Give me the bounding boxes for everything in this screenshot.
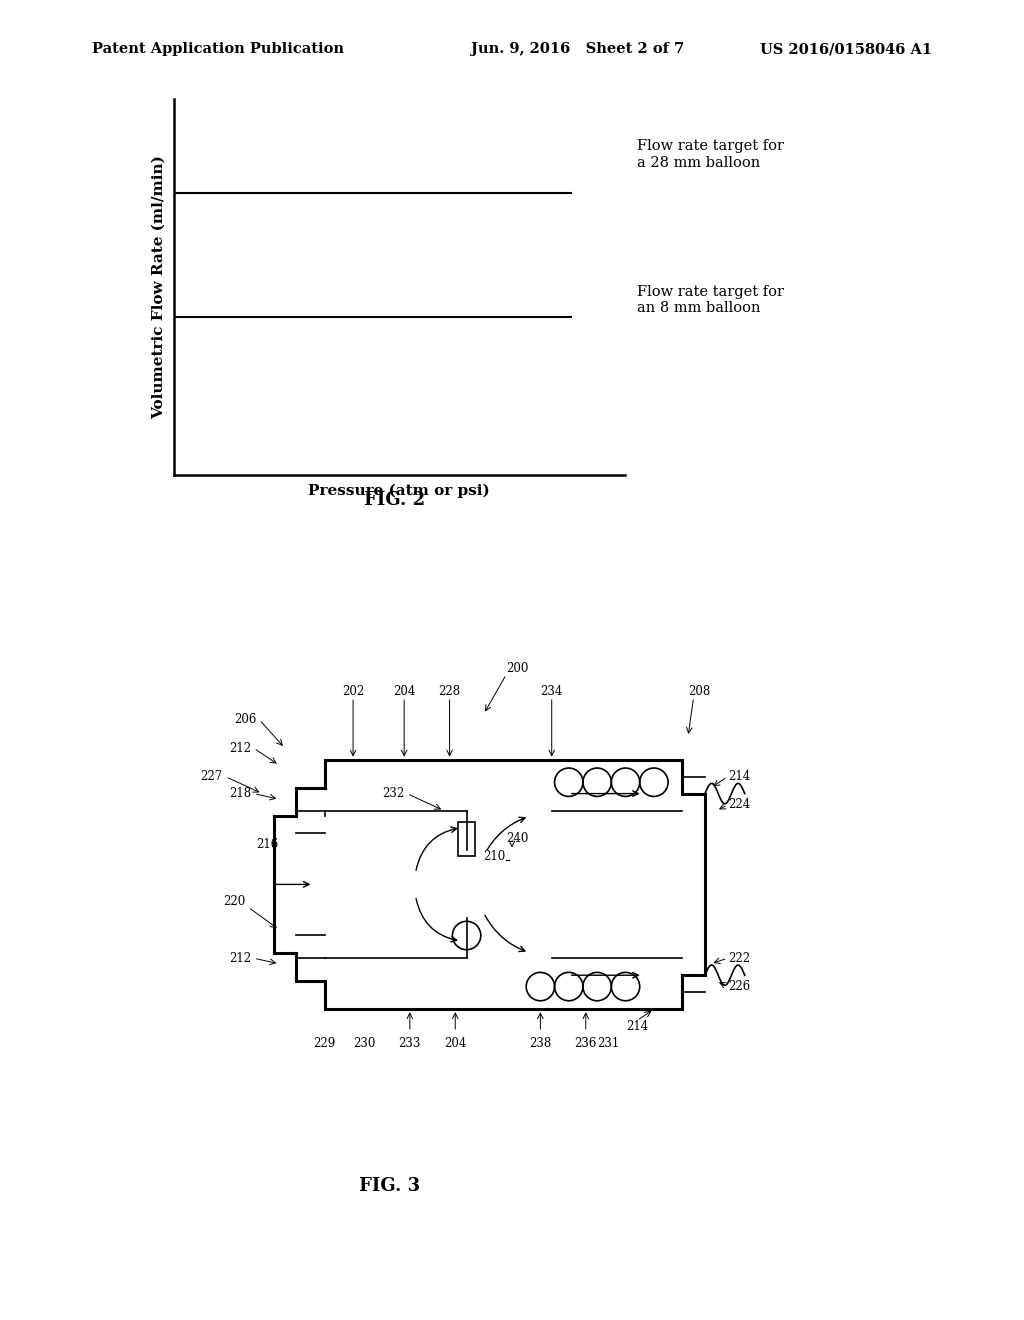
Text: 214: 214 bbox=[728, 770, 750, 783]
Text: 238: 238 bbox=[529, 1036, 552, 1049]
Text: 227: 227 bbox=[201, 770, 222, 783]
Text: 224: 224 bbox=[728, 799, 750, 812]
Text: 228: 228 bbox=[438, 685, 461, 698]
Text: 206: 206 bbox=[234, 713, 257, 726]
Text: 216: 216 bbox=[257, 838, 279, 851]
Text: 232: 232 bbox=[382, 787, 404, 800]
Text: Flow rate target for
a 28 mm balloon: Flow rate target for a 28 mm balloon bbox=[637, 140, 784, 169]
Text: 204: 204 bbox=[444, 1036, 466, 1049]
X-axis label: Pressure (atm or psi): Pressure (atm or psi) bbox=[308, 483, 490, 498]
Text: 229: 229 bbox=[313, 1036, 336, 1049]
Text: 200: 200 bbox=[507, 663, 528, 676]
Text: FIG. 3: FIG. 3 bbox=[358, 1177, 420, 1196]
Text: 222: 222 bbox=[728, 952, 750, 965]
Text: US 2016/0158046 A1: US 2016/0158046 A1 bbox=[760, 42, 932, 57]
Bar bbox=[458, 822, 475, 855]
Text: 231: 231 bbox=[597, 1036, 620, 1049]
Text: 234: 234 bbox=[541, 685, 563, 698]
Text: 204: 204 bbox=[393, 685, 416, 698]
Text: 212: 212 bbox=[228, 742, 251, 755]
Text: 233: 233 bbox=[398, 1036, 421, 1049]
Text: Jun. 9, 2016   Sheet 2 of 7: Jun. 9, 2016 Sheet 2 of 7 bbox=[471, 42, 684, 57]
Text: 226: 226 bbox=[728, 979, 750, 993]
Text: Patent Application Publication: Patent Application Publication bbox=[92, 42, 344, 57]
Text: 236: 236 bbox=[574, 1036, 597, 1049]
Text: 210: 210 bbox=[483, 850, 506, 862]
Text: 220: 220 bbox=[223, 895, 245, 908]
Text: Flow rate target for
an 8 mm balloon: Flow rate target for an 8 mm balloon bbox=[637, 285, 784, 314]
Text: FIG. 2: FIG. 2 bbox=[364, 491, 425, 510]
Text: 218: 218 bbox=[228, 787, 251, 800]
Text: 230: 230 bbox=[353, 1036, 376, 1049]
Text: 214: 214 bbox=[626, 1020, 648, 1032]
Text: 212: 212 bbox=[228, 952, 251, 965]
Text: 240: 240 bbox=[506, 833, 528, 846]
Text: 202: 202 bbox=[342, 685, 365, 698]
Text: 208: 208 bbox=[688, 685, 711, 698]
Y-axis label: Volumetric Flow Rate (ml/min): Volumetric Flow Rate (ml/min) bbox=[152, 156, 166, 418]
